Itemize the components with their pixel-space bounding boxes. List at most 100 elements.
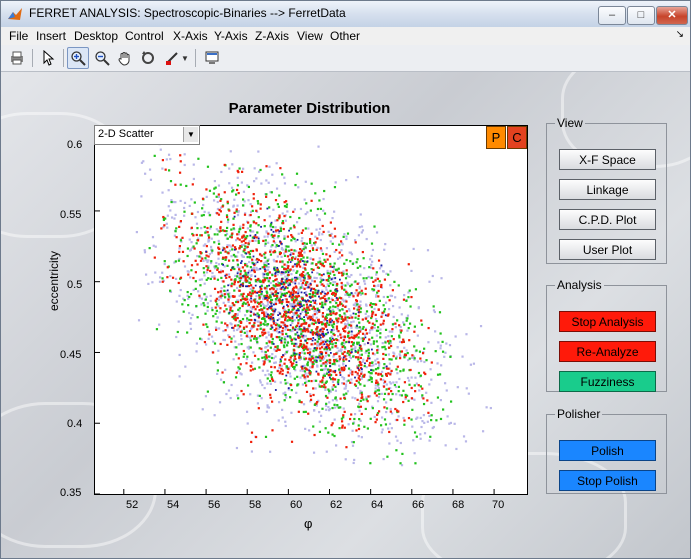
scatter-point bbox=[289, 252, 293, 255]
plot-type-dropdown[interactable]: 2-D Scatter ▼ bbox=[94, 125, 200, 145]
scatter-point bbox=[371, 248, 375, 252]
scatter-point bbox=[445, 342, 448, 345]
scatter-point bbox=[359, 361, 362, 364]
scatter-point bbox=[259, 168, 262, 172]
scatter-point bbox=[289, 268, 292, 271]
scatter-point bbox=[230, 305, 233, 308]
scatter-point bbox=[143, 249, 146, 252]
scatter-point bbox=[194, 280, 197, 283]
plot-tools-icon[interactable] bbox=[201, 47, 223, 69]
user-plot-button[interactable]: User Plot bbox=[559, 239, 656, 260]
scatter-point bbox=[359, 293, 362, 296]
scatter-point bbox=[309, 394, 312, 398]
menu-x-axis[interactable]: X-Axis bbox=[173, 29, 208, 43]
scatter-point bbox=[338, 256, 342, 259]
close-button[interactable]: ✕ bbox=[656, 6, 688, 25]
scatter-point bbox=[343, 326, 346, 329]
scatter-point bbox=[232, 227, 235, 230]
zoom-in-icon[interactable] bbox=[67, 47, 89, 69]
scatter-point bbox=[273, 294, 276, 297]
scatter-point bbox=[304, 246, 307, 249]
scatter-point bbox=[336, 298, 339, 302]
pointer-icon[interactable] bbox=[37, 47, 59, 69]
maximize-button[interactable]: □ bbox=[627, 6, 655, 25]
scatter-point bbox=[325, 343, 328, 346]
cpd-plot-button[interactable]: C.P.D. Plot bbox=[559, 209, 656, 230]
menu-overflow-icon[interactable]: ↘ bbox=[675, 29, 684, 40]
menu-control[interactable]: Control bbox=[125, 29, 164, 43]
print-icon[interactable] bbox=[6, 47, 28, 69]
scatter-point bbox=[274, 219, 277, 222]
chevron-down-icon[interactable]: ▼ bbox=[181, 53, 189, 63]
scatter-point bbox=[320, 263, 323, 266]
pan-hand-icon[interactable] bbox=[114, 47, 136, 69]
scatter-point bbox=[321, 330, 324, 333]
menu-z-axis[interactable]: Z-Axis bbox=[255, 29, 289, 43]
scatter-point bbox=[341, 308, 344, 311]
re-analyze-button[interactable]: Re-Analyze bbox=[559, 341, 656, 362]
scatter-point bbox=[442, 408, 445, 411]
scatter-point bbox=[357, 332, 360, 335]
scatter-point bbox=[395, 368, 398, 371]
scatter-point bbox=[395, 393, 398, 396]
rotate-icon[interactable] bbox=[137, 47, 159, 69]
scatter-point bbox=[341, 243, 344, 246]
scatter-point bbox=[258, 279, 261, 282]
scatter-point bbox=[290, 342, 294, 345]
scatter-point bbox=[234, 317, 237, 321]
scatter-point bbox=[310, 329, 313, 332]
stop-analysis-button[interactable]: Stop Analysis bbox=[559, 311, 656, 332]
scatter-point bbox=[186, 331, 189, 334]
scatter-point bbox=[273, 320, 275, 323]
brush-icon[interactable] bbox=[161, 47, 183, 69]
menu-other[interactable]: Other bbox=[330, 29, 361, 43]
scatter-point bbox=[281, 282, 284, 286]
linkage-button[interactable]: Linkage bbox=[559, 179, 656, 200]
menu-insert[interactable]: Insert bbox=[36, 29, 67, 43]
title-bar[interactable]: FERRET ANALYSIS: Spectroscopic-Binaries … bbox=[1, 1, 690, 27]
scatter-point bbox=[315, 370, 318, 373]
scatter-point bbox=[418, 389, 421, 392]
scatter-point bbox=[280, 302, 284, 305]
scatter-point bbox=[236, 271, 239, 274]
scatter-point bbox=[324, 361, 327, 364]
scatter-point bbox=[236, 394, 239, 397]
xf-space-button[interactable]: X-F Space bbox=[559, 149, 656, 170]
scatter-point bbox=[262, 360, 265, 363]
scatter-point bbox=[237, 233, 241, 236]
scatter-point bbox=[287, 315, 290, 318]
stop-polish-button[interactable]: Stop Polish bbox=[559, 470, 656, 491]
scatter-point bbox=[244, 241, 247, 245]
scatter-point bbox=[223, 285, 226, 288]
menu-view[interactable]: View bbox=[297, 29, 323, 43]
fuzziness-button[interactable]: Fuzziness bbox=[559, 371, 656, 392]
scatter-point bbox=[262, 311, 265, 314]
scatter-point bbox=[286, 276, 289, 280]
scatter-axes[interactable] bbox=[94, 125, 528, 495]
scatter-point bbox=[265, 354, 268, 357]
p-button[interactable]: P bbox=[486, 126, 506, 149]
scatter-point bbox=[206, 226, 209, 230]
zoom-out-icon[interactable] bbox=[91, 47, 113, 69]
c-button[interactable]: C bbox=[507, 126, 527, 149]
scatter-point bbox=[328, 361, 332, 365]
menu-file[interactable]: File bbox=[9, 29, 29, 43]
scatter-point bbox=[274, 290, 278, 293]
minimize-button[interactable]: ‒ bbox=[598, 6, 626, 25]
scatter-point bbox=[333, 281, 337, 284]
scatter-point bbox=[313, 242, 316, 245]
menu-y-axis[interactable]: Y-Axis bbox=[214, 29, 248, 43]
scatter-point bbox=[254, 275, 257, 278]
menu-desktop[interactable]: Desktop bbox=[74, 29, 119, 43]
scatter-point bbox=[354, 397, 357, 400]
scatter-point bbox=[276, 268, 279, 271]
scatter-point bbox=[313, 359, 316, 362]
scatter-point bbox=[354, 316, 357, 319]
scatter-point bbox=[196, 263, 199, 266]
scatter-point bbox=[244, 262, 247, 266]
polish-button[interactable]: Polish bbox=[559, 440, 656, 461]
scatter-point bbox=[317, 344, 320, 347]
scatter-point bbox=[325, 372, 329, 375]
scatter-point bbox=[295, 342, 298, 345]
scatter-point bbox=[277, 314, 280, 316]
